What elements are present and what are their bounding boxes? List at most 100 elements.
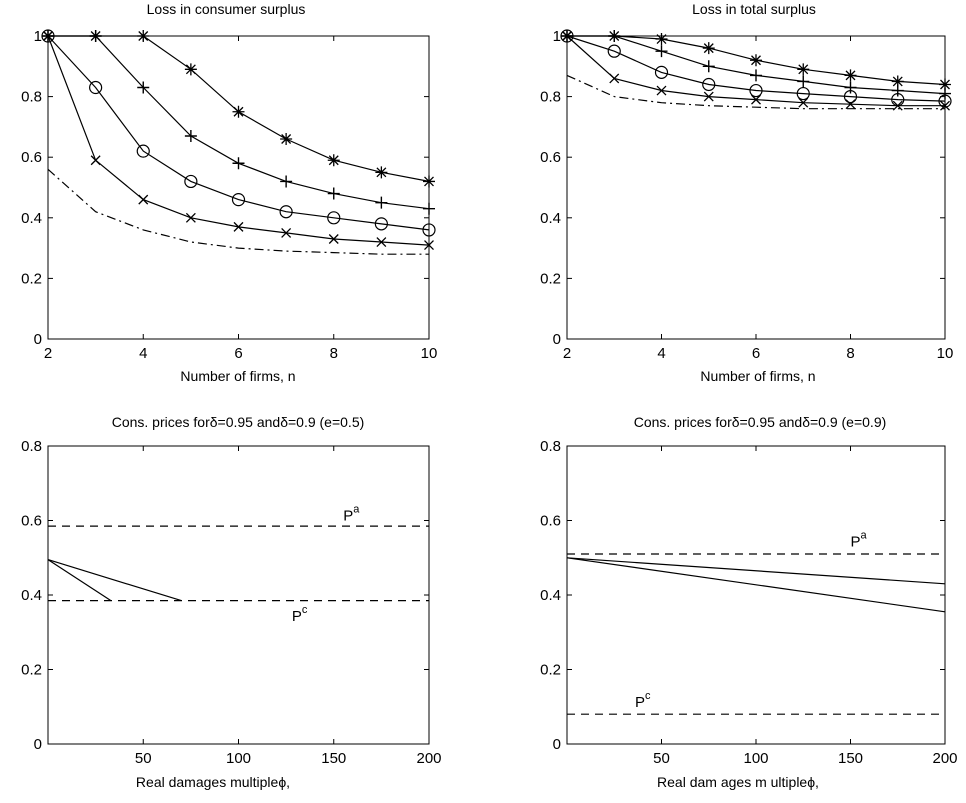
annotation-sup-a: a	[353, 504, 360, 516]
series-line-3	[47, 35, 430, 246]
y-tick-label: 0.8	[540, 438, 561, 455]
marker-star-0-6	[844, 69, 857, 82]
marker-circle-2-3	[184, 174, 198, 189]
panel-4-axes-box	[566, 445, 946, 745]
marker-plus-1-6	[844, 81, 857, 94]
panel-2-title: Loss in total surplus	[692, 1, 816, 17]
x-tick-label: 8	[846, 345, 854, 362]
marker-x-3-2	[656, 85, 667, 96]
panel-3-y-ticks: 0 0.2 0.4 0.6 0.8	[21, 438, 429, 753]
y-tick-label: 0.4	[21, 587, 42, 604]
panel-4-title: Cons. prices forδ=0.95 andδ=0.9 (e=0.9)	[634, 414, 887, 430]
x-tick-label: 10	[421, 345, 438, 362]
marker-x-3-0	[562, 31, 572, 41]
marker-circle-2-5	[796, 86, 810, 101]
x-tick-label: 4	[139, 345, 147, 362]
marker-star-0-8	[939, 78, 951, 91]
series-line-2	[47, 35, 430, 231]
y-tick-label: 0.2	[21, 662, 42, 679]
marker-circle-2-7	[374, 217, 388, 231]
marker-circle-2-1	[89, 80, 103, 95]
marker-circle-2-5	[279, 205, 293, 219]
x-tick-label: 2	[44, 345, 52, 362]
series-line-2	[566, 35, 946, 102]
x-tick-label: 150	[321, 750, 346, 767]
marker-plus-1-2	[137, 81, 150, 94]
y-tick-label: 0.8	[21, 89, 42, 106]
marker-plus-1-8	[423, 202, 435, 215]
marker-x-3-8	[424, 240, 434, 251]
series-line-4	[47, 168, 429, 255]
marker-x-3-3	[185, 212, 196, 223]
marker-circle-2-2	[136, 144, 150, 158]
panel-prices-e05: Cons. prices forδ=0.95 andδ=0.9 (e=0.5) …	[21, 414, 441, 790]
marker-circle-2-0	[560, 29, 574, 43]
panel-3-axes-box	[47, 445, 430, 745]
y-tick-label: 0.6	[21, 149, 42, 166]
series-line-3	[566, 557, 946, 613]
marker-circle-2-4	[749, 83, 763, 98]
marker-star-0-4	[232, 105, 245, 118]
y-tick-label: 0	[34, 331, 42, 348]
marker-star-0-5	[797, 63, 810, 76]
x-tick-label: 2	[563, 345, 571, 362]
marker-x-3-4	[233, 221, 244, 232]
y-tick-label: 0.4	[540, 210, 561, 227]
marker-star-0-3	[702, 42, 715, 55]
panel-prices-e09: Cons. prices forδ=0.95 andδ=0.9 (e=0.9) …	[540, 414, 957, 790]
series-line-2	[47, 559, 182, 602]
y-tick-label: 0.6	[540, 513, 561, 530]
marker-plus-1-7	[891, 84, 904, 97]
panel-4-xlabel: Real dam ages m ultipleϕ,	[657, 774, 819, 790]
marker-star-0-2	[137, 30, 150, 42]
marker-x-3-5	[281, 227, 292, 238]
panel-4-y-ticks: 0 0.2 0.4 0.6 0.8	[540, 438, 945, 753]
x-tick-label: 200	[932, 750, 957, 767]
y-tick-label: 0.2	[540, 662, 561, 679]
y-tick-label: 1	[34, 28, 42, 45]
panel-3-xlabel: Real damages multipleϕ,	[136, 774, 290, 790]
x-tick-label: 10	[937, 345, 954, 362]
marker-x-3-6	[328, 234, 339, 244]
panel-2-y-ticks: 0 0.2 0.4 0.6 0.8 1	[540, 28, 945, 348]
y-tick-label: 0.6	[21, 513, 42, 530]
panel-2-axes-box	[566, 35, 946, 340]
series-line-4	[566, 74, 945, 110]
marker-plus-1-5	[797, 75, 810, 88]
y-tick-label: 0	[34, 736, 42, 753]
y-tick-label: 0.4	[21, 210, 42, 227]
panel-1-series	[41, 29, 436, 255]
panel-1-title: Loss in consumer surplus	[147, 1, 306, 17]
marker-x-3-6	[845, 99, 856, 110]
marker-x-3-7	[376, 237, 387, 247]
y-tick-label: 0	[553, 331, 561, 348]
marker-star-0-3	[184, 63, 197, 76]
y-tick-label: 0.2	[21, 270, 42, 287]
marker-plus-1-2	[655, 45, 668, 58]
y-tick-label: 0.2	[540, 270, 561, 287]
marker-plus-1-5	[280, 175, 293, 188]
y-tick-label: 0.8	[540, 89, 561, 106]
x-tick-label: 8	[330, 345, 338, 362]
annotation-sup-a: a	[861, 530, 868, 542]
series-line-1	[48, 35, 430, 210]
marker-circle-2-0	[41, 29, 55, 43]
panel-1-x-ticks: 2 4 6 8 10	[44, 36, 438, 362]
x-tick-label: 6	[234, 345, 242, 362]
marker-x-3-5	[798, 97, 809, 108]
annotation-label-a: P	[343, 508, 353, 525]
annotation-sup-c: c	[645, 690, 651, 702]
annotation-sup-c: c	[302, 604, 308, 616]
marker-star-0-2	[655, 33, 668, 46]
y-tick-label: 0	[553, 736, 561, 753]
marker-x-3-4	[751, 94, 761, 105]
panel-4-x-ticks: 50 100 150 200	[653, 446, 958, 767]
marker-plus-1-1	[89, 30, 102, 42]
marker-x-3-1	[609, 73, 620, 84]
annotation-label-c: P	[635, 694, 645, 711]
marker-circle-2-6	[843, 89, 858, 104]
marker-circle-2-8	[938, 94, 952, 108]
panel-3-series	[47, 525, 429, 602]
